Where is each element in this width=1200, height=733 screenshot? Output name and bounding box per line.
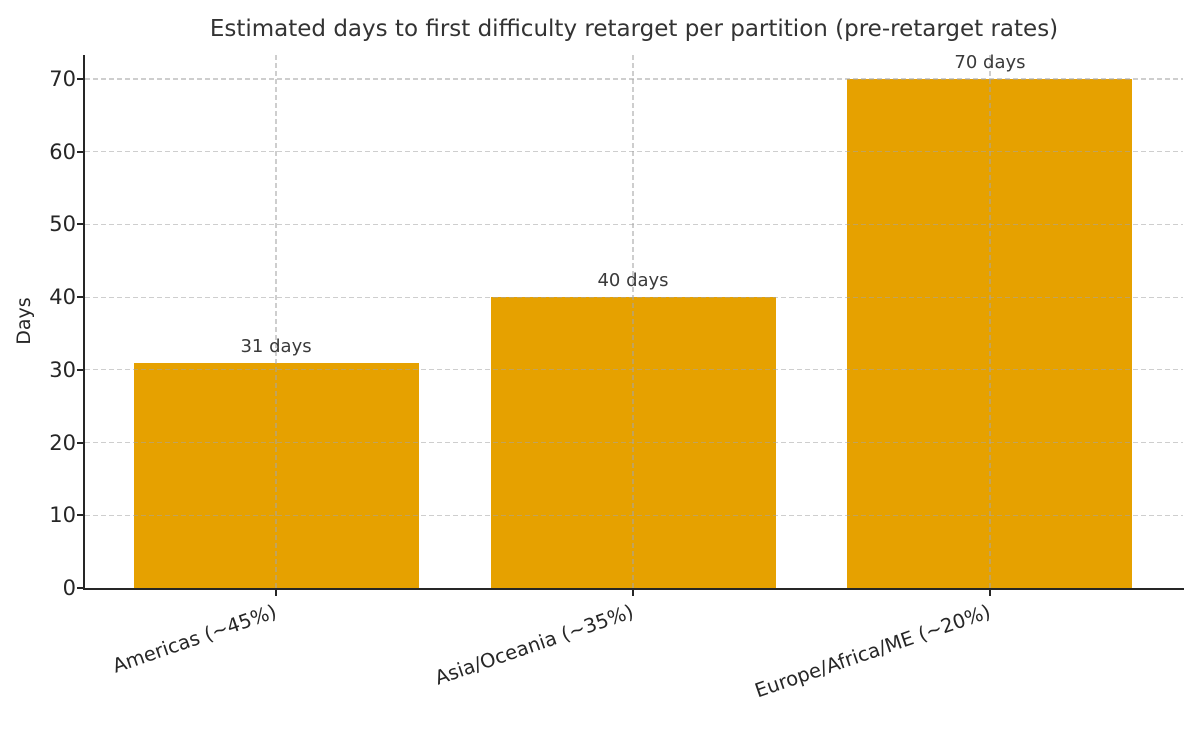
x-tick-mark-3 bbox=[988, 590, 991, 596]
y-tick-mark-0 bbox=[77, 587, 84, 589]
y-tick-label-60: 60 bbox=[49, 139, 76, 164]
h-gridline-10 bbox=[85, 514, 1183, 516]
y-tick-mark-40 bbox=[77, 296, 84, 299]
y-tick-label-30: 30 bbox=[49, 357, 76, 382]
y-tick-label-20: 20 bbox=[49, 430, 76, 455]
h-gridline-60 bbox=[85, 151, 1183, 153]
bar-value-label-3: 70 days bbox=[954, 51, 1026, 73]
y-tick-mark-20 bbox=[77, 441, 84, 444]
x-tick-label-3: Europe/Africa/ME (~20%) bbox=[751, 600, 994, 703]
y-tick-mark-70 bbox=[77, 77, 84, 80]
y-tick-mark-30 bbox=[77, 368, 84, 371]
y-tick-label-0: 0 bbox=[62, 576, 76, 600]
v-gridline-3 bbox=[989, 55, 991, 588]
h-gridline-40 bbox=[85, 296, 1183, 298]
x-tick-label-2: Asia/Oceania (~35%) bbox=[432, 600, 637, 690]
chart-title: Estimated days to first difficulty retar… bbox=[209, 16, 1059, 42]
y-tick-mark-50 bbox=[77, 223, 84, 226]
y-tick-mark-10 bbox=[77, 514, 84, 517]
v-gridline-1 bbox=[275, 55, 277, 588]
x-tick-mark-2 bbox=[632, 590, 634, 596]
bar-value-label-2: 40 days bbox=[597, 270, 669, 292]
y-tick-label-70: 70 bbox=[49, 66, 76, 91]
y-tick-label-40: 40 bbox=[49, 285, 76, 310]
h-gridline-70 bbox=[85, 78, 1183, 80]
h-gridline-50 bbox=[85, 223, 1183, 225]
x-tick-mark-1 bbox=[275, 590, 278, 596]
y-tick-label-10: 10 bbox=[49, 503, 76, 528]
y-tick-mark-60 bbox=[77, 150, 84, 153]
v-gridline-2 bbox=[632, 55, 634, 588]
h-gridline-20 bbox=[85, 441, 1183, 444]
x-tick-label-1: Americas (~45%) bbox=[109, 600, 280, 678]
y-axis-spine bbox=[83, 55, 85, 590]
y-tick-label-50: 50 bbox=[49, 212, 76, 237]
plot-area bbox=[85, 55, 1183, 588]
x-axis-spine bbox=[83, 588, 1184, 590]
h-gridline-30 bbox=[85, 369, 1183, 371]
bar-value-label-1: 31 days bbox=[240, 335, 312, 357]
